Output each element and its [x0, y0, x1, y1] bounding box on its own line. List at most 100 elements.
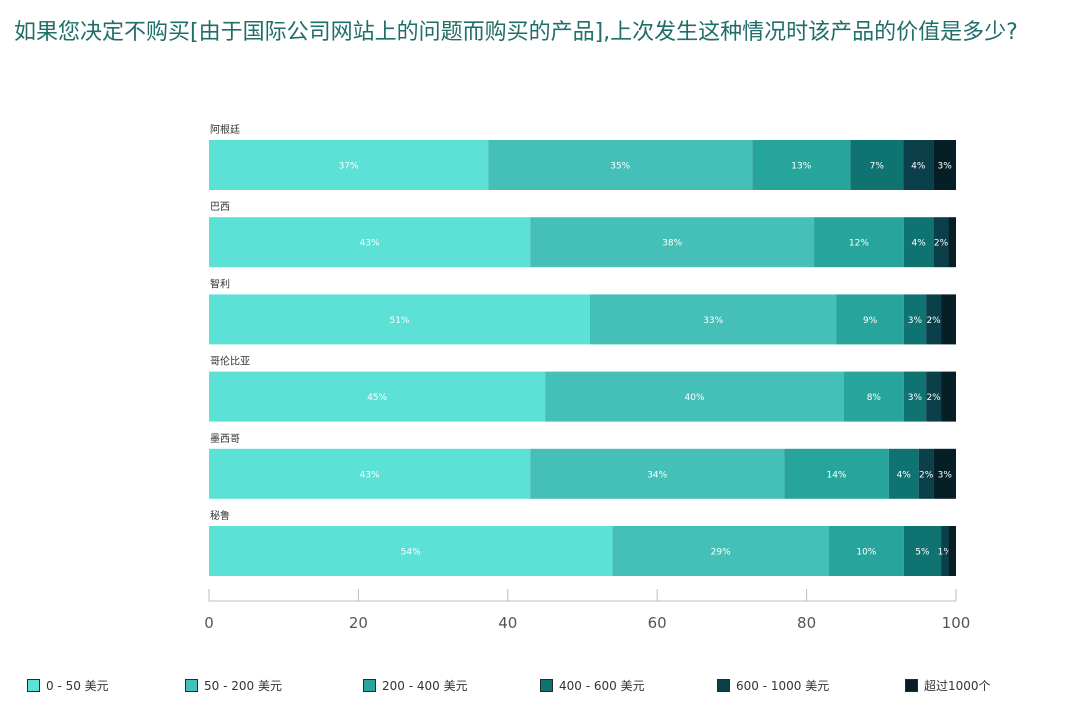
legend-swatch: [717, 679, 730, 692]
category-label: 阿根廷: [210, 123, 240, 136]
bar-segment: [209, 294, 590, 345]
bar-segment: [903, 526, 942, 576]
bar-segment: [752, 140, 851, 190]
data-label: 33%: [703, 316, 723, 326]
data-label: 4%: [911, 162, 926, 172]
legend-label: 400 - 600 美元: [559, 679, 645, 693]
stacked-bar-chart: 阿根廷 37% 35% 13% 7% 4% 3% 巴西 43% 38% 12% 4% 2% 智利 51% 33…: [204, 123, 971, 632]
bar-segment: [589, 294, 837, 345]
bar-segment: [903, 217, 934, 268]
data-label: 1%: [938, 548, 953, 558]
legend-swatch: [540, 679, 553, 692]
legend-label: 600 - 1000 美元: [736, 679, 830, 693]
x-tick-label: 0: [204, 614, 214, 632]
data-label: 54%: [401, 548, 421, 558]
data-label: 12%: [849, 239, 869, 249]
data-label: 3%: [938, 470, 953, 480]
bar-segment: [926, 371, 942, 422]
data-label: 34%: [647, 470, 667, 480]
data-label: 35%: [610, 162, 630, 172]
bar-segment: [209, 448, 531, 499]
bar-segment: [933, 217, 949, 268]
bar-segment: [209, 526, 613, 576]
bar-segment: [903, 294, 927, 345]
x-tick-label: 80: [797, 614, 816, 632]
category-label: 巴西: [210, 201, 230, 213]
data-label: 38%: [662, 239, 682, 249]
x-tick-label: 100: [942, 614, 971, 632]
bar-segment: [888, 448, 919, 499]
data-label: 29%: [711, 548, 731, 558]
bar-segment: [933, 448, 956, 499]
bar-segment: [903, 371, 927, 422]
data-label: 2%: [919, 470, 934, 480]
legend-label: 50 - 200 美元: [204, 679, 282, 693]
bar-segment: [843, 371, 904, 422]
bar-segment: [829, 526, 904, 576]
chart-legend: 0 - 50 美元 50 - 200 美元 200 - 400 美元 400 - 60…: [0, 677, 1080, 697]
legend-swatch: [27, 679, 40, 692]
legend-swatch: [905, 679, 918, 692]
data-label: 2%: [926, 393, 941, 403]
data-label: 43%: [360, 239, 380, 249]
bar-segment: [814, 217, 904, 268]
data-label: 14%: [826, 470, 846, 480]
legend-item: 400 - 600 美元: [540, 677, 645, 694]
bar-segment: [941, 371, 956, 422]
legend-swatch: [363, 679, 376, 692]
legend-label: 0 - 50 美元: [46, 679, 109, 693]
bar-segment: [933, 140, 956, 190]
legend-item: 200 - 400 美元: [363, 677, 468, 694]
data-label: 2%: [926, 316, 941, 326]
legend-item: 0 - 50 美元: [27, 677, 109, 694]
data-label: 43%: [360, 470, 380, 480]
data-label: 4%: [912, 239, 927, 249]
bar-segment: [784, 448, 889, 499]
bar-segment: [209, 140, 489, 190]
category-label: 智利: [210, 277, 230, 290]
legend-item: 50 - 200 美元: [185, 677, 282, 694]
data-label: 45%: [367, 393, 387, 403]
legend-label: 超过1000个: [924, 679, 991, 693]
bar-segment: [948, 526, 956, 576]
data-label: 8%: [867, 393, 882, 403]
data-label: 5%: [915, 548, 930, 558]
data-label: 4%: [897, 470, 912, 480]
category-label: 秘鲁: [210, 509, 230, 522]
bar-segment: [488, 140, 753, 190]
data-label: 3%: [908, 316, 923, 326]
x-tick-label: 60: [648, 614, 667, 632]
category-label: 哥伦比亚: [210, 355, 250, 368]
bar-segment: [918, 448, 934, 499]
bar-segment: [941, 526, 949, 576]
bar-segment: [530, 217, 815, 268]
bar-segment: [545, 371, 844, 422]
data-label: 2%: [934, 239, 949, 249]
data-label: 40%: [685, 393, 705, 403]
legend-swatch: [185, 679, 198, 692]
legend-label: 200 - 400 美元: [382, 679, 468, 693]
data-label: 37%: [339, 162, 359, 172]
bar-segment: [612, 526, 830, 576]
x-tick-label: 40: [498, 614, 517, 632]
chart-title: 如果您决定不购买[由于国际公司网站上的问题而购买的产品],上次发生这种情况时该产…: [14, 20, 1018, 45]
bar-segment: [209, 217, 531, 268]
data-label: 9%: [863, 316, 878, 326]
category-label: 墨西哥: [210, 433, 240, 445]
bar-segment: [941, 294, 956, 345]
bar-segment: [948, 217, 956, 268]
x-tick-label: 20: [349, 614, 368, 632]
legend-item: 超过1000个: [905, 677, 991, 694]
bar-segment: [850, 140, 904, 190]
data-label: 13%: [791, 162, 811, 172]
bar-segment: [836, 294, 904, 345]
bar-segment: [926, 294, 942, 345]
data-label: 3%: [908, 393, 923, 403]
bar-segment: [209, 371, 546, 422]
data-label: 51%: [389, 316, 409, 326]
data-label: 7%: [870, 162, 885, 172]
legend-item: 600 - 1000 美元: [717, 677, 829, 694]
data-label: 10%: [856, 548, 876, 558]
bar-segment: [903, 140, 934, 190]
data-label: 3%: [938, 162, 953, 172]
